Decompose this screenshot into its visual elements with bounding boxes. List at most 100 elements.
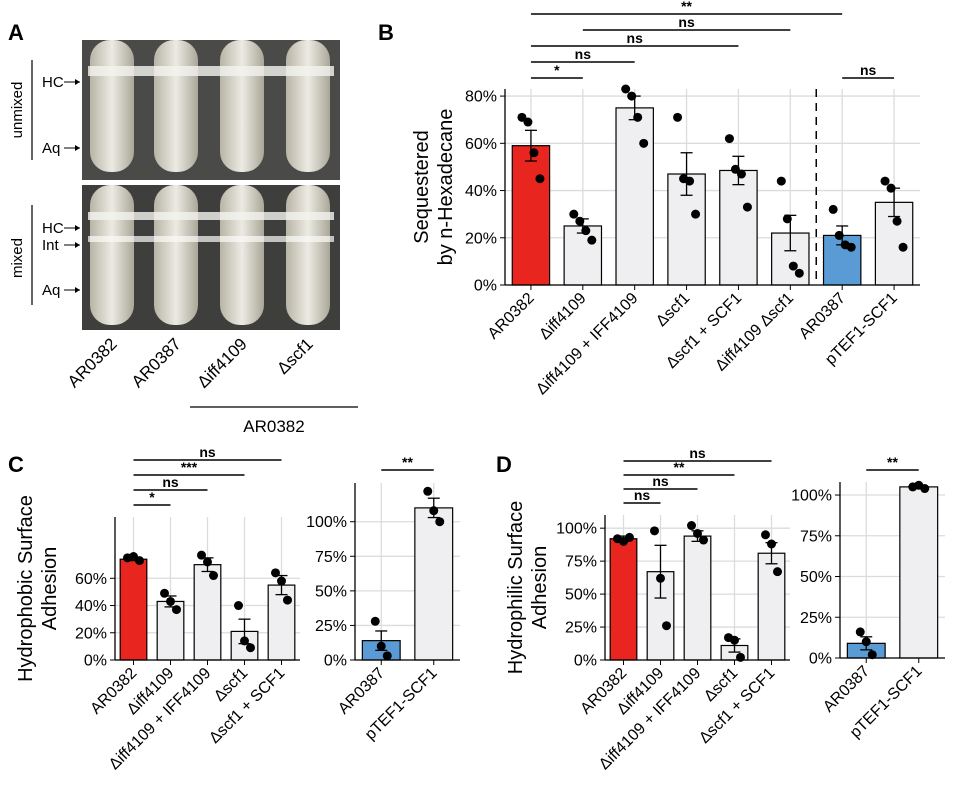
data-point xyxy=(898,242,908,252)
data-point xyxy=(172,605,181,615)
y-tick-label: 0% xyxy=(84,653,107,670)
y-tick-label: 0% xyxy=(809,651,832,668)
data-point xyxy=(529,148,539,158)
y-tick-label: 60% xyxy=(75,571,107,588)
data-point xyxy=(246,643,255,653)
data-point xyxy=(892,216,902,226)
y-tick-label: 60% xyxy=(465,136,497,153)
data-point xyxy=(283,595,292,605)
data-point xyxy=(197,550,206,560)
data-point xyxy=(587,235,597,245)
data-point xyxy=(773,567,782,577)
y-tick-label: 40% xyxy=(75,598,107,615)
significance-label: ns xyxy=(689,445,706,461)
column-label: AR0382 xyxy=(64,334,121,391)
y-tick-label: 100% xyxy=(306,514,347,531)
panel-label: A xyxy=(8,20,24,45)
marker-label: Aq xyxy=(42,282,60,299)
significance-label: ** xyxy=(674,459,685,475)
data-point xyxy=(724,134,734,144)
y-tick-label: 100% xyxy=(556,521,597,538)
marker-label: HC xyxy=(42,220,64,237)
bar xyxy=(609,538,638,661)
data-point xyxy=(776,176,786,186)
data-point xyxy=(376,641,386,651)
x-tick-label: AR0387 xyxy=(820,663,873,716)
marker-label: Aq xyxy=(42,140,60,157)
data-point xyxy=(767,539,776,549)
data-point xyxy=(691,209,701,219)
significance-label: ns xyxy=(678,14,695,30)
data-point xyxy=(581,226,591,236)
data-point xyxy=(535,174,545,184)
column-label: Δiff4109 xyxy=(193,334,250,391)
bar xyxy=(719,169,758,286)
data-point xyxy=(160,588,169,598)
marker-label: Int xyxy=(42,237,60,254)
data-point xyxy=(693,528,702,538)
data-point xyxy=(834,230,844,240)
data-point xyxy=(435,517,445,527)
data-point xyxy=(699,535,708,545)
bar xyxy=(414,507,454,661)
data-point xyxy=(794,268,804,278)
data-point xyxy=(423,486,433,496)
significance-label: ** xyxy=(681,0,692,14)
data-point xyxy=(685,176,695,186)
y-tick-label: 80% xyxy=(465,89,497,106)
data-point xyxy=(575,216,585,226)
data-point xyxy=(639,138,649,148)
x-tick-label: AR0382 xyxy=(485,290,538,343)
x-tick-label: Δiff4109 xyxy=(536,290,589,343)
bar xyxy=(267,584,296,661)
data-point xyxy=(370,616,380,626)
x-tick-label: AR0387 xyxy=(796,290,849,343)
data-point xyxy=(687,521,696,531)
y-tick-label: 20% xyxy=(75,625,107,642)
data-point xyxy=(209,571,218,581)
marker-label: HC xyxy=(42,74,64,91)
data-point xyxy=(135,556,144,566)
significance-label: * xyxy=(149,489,155,505)
data-point xyxy=(271,568,280,578)
y-axis-label: Adhesion xyxy=(529,546,551,629)
data-point xyxy=(382,651,392,661)
data-point xyxy=(203,557,212,567)
y-tick-label: 75% xyxy=(315,549,347,566)
y-tick-label: 0% xyxy=(324,653,347,670)
data-point xyxy=(788,261,798,271)
data-point xyxy=(861,637,871,647)
data-point xyxy=(277,576,286,586)
column-label: Δscf1 xyxy=(273,334,317,378)
significance-label: ns xyxy=(575,46,592,62)
y-tick-label: 50% xyxy=(315,583,347,600)
panel-label: D xyxy=(496,452,512,477)
data-point xyxy=(920,484,930,494)
y-tick-label: 25% xyxy=(800,610,832,627)
data-point xyxy=(867,650,877,660)
data-point xyxy=(627,91,637,101)
y-axis-label: Sequestered xyxy=(411,130,433,243)
data-point xyxy=(880,176,890,186)
y-axis-label: Hydrophilic Surface xyxy=(505,501,527,674)
significance-label: *** xyxy=(181,459,198,475)
column-label: AR0387 xyxy=(128,334,185,391)
y-tick-label: 75% xyxy=(800,528,832,545)
significance-label: * xyxy=(554,62,560,78)
data-point xyxy=(650,526,659,536)
y-tick-label: 50% xyxy=(800,569,832,586)
data-point xyxy=(656,573,665,583)
data-point xyxy=(240,636,249,646)
significance-label: ns xyxy=(652,473,669,489)
y-tick-label: 40% xyxy=(465,183,497,200)
group-label: AR0382 xyxy=(243,417,304,436)
data-point xyxy=(625,532,634,542)
data-point xyxy=(523,117,533,127)
y-tick-label: 100% xyxy=(791,488,832,505)
bar xyxy=(683,535,712,661)
data-point xyxy=(662,621,671,631)
significance-label: ns xyxy=(627,30,644,46)
y-tick-label: 0% xyxy=(474,278,497,295)
row-label: mixed xyxy=(9,238,26,278)
